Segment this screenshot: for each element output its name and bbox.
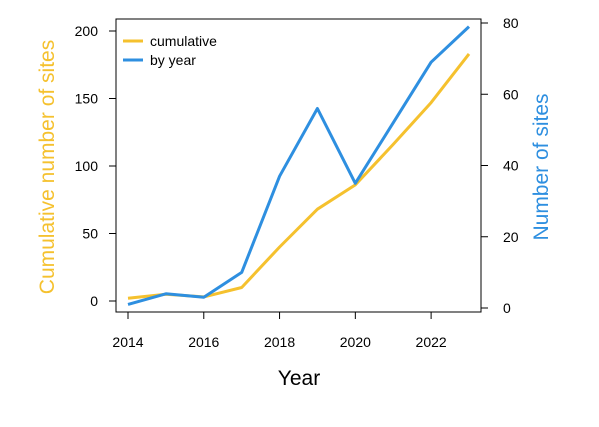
left-y-tick-label: 200: [75, 23, 99, 39]
right-y-tick-label: 0: [503, 300, 511, 316]
left-y-tick-label: 150: [75, 91, 99, 107]
right-y-tick-label: 60: [503, 86, 519, 102]
legend: cumulative by year: [123, 33, 217, 68]
right-y-tick-label: 40: [503, 158, 519, 174]
x-axis-title: Year: [278, 367, 320, 390]
right-y-tick-label: 20: [503, 229, 519, 245]
left-y-tick-label: 0: [90, 293, 98, 309]
left-y-tick-label: 100: [75, 158, 99, 174]
series-line-by-year: [127, 25, 471, 306]
x-tick-label: 2022: [416, 334, 447, 350]
right-y-tick-label: 80: [503, 15, 519, 31]
series-lines: [127, 25, 471, 306]
legend-label-cumulative: cumulative: [150, 33, 217, 49]
left-y-axis: 0 50 100 150 200: [75, 23, 116, 309]
x-tick-label: 2014: [112, 334, 143, 350]
series-line-cumulative: [127, 52, 471, 300]
x-axis: 2014 2016 2018 2020 2022: [112, 312, 447, 350]
right-y-axis-title: Number of sites: [530, 93, 553, 240]
x-tick-label: 2018: [264, 334, 295, 350]
x-tick-label: 2020: [340, 334, 371, 350]
right-y-axis: 0 20 40 60 80: [481, 15, 519, 316]
left-y-tick-label: 50: [82, 226, 98, 242]
legend-label-by-year: by year: [150, 52, 196, 68]
left-y-axis-title: Cumulative number of sites: [36, 40, 59, 294]
x-tick-label: 2016: [188, 334, 219, 350]
